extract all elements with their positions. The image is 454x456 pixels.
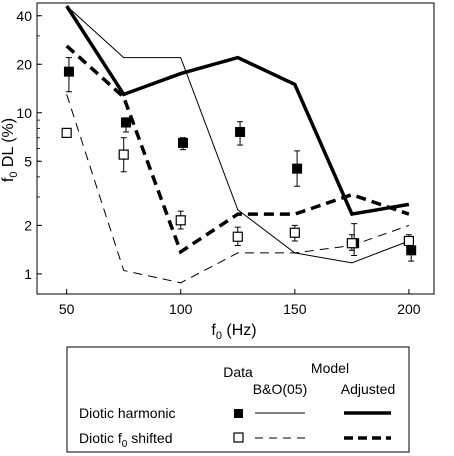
y-tick-label: 10 [16,105,32,121]
data-point-open-square [61,127,72,138]
data-point-open-square [232,231,243,242]
series-line-0 [66,5,410,264]
y-tick-label: 20 [16,56,32,72]
data-point-filled-square [120,117,131,128]
legend-col-bo: B&O(05) [253,381,307,397]
legend-filled-square [234,409,243,418]
data-markers [61,66,417,256]
legend-header-data: Data [223,364,253,380]
legend-row-shifted-label: Diotic f0 shifted [79,430,173,450]
data-point-open-square [289,227,300,238]
plot-frame [36,2,435,295]
data-point-open-square [346,238,357,249]
y-tick-label: 40 [16,8,32,24]
data-point-filled-square [235,126,246,137]
series-line-2 [66,94,410,284]
y-tick-label: 2 [24,217,32,233]
y-tick-label: 5 [24,153,32,169]
x-tick-label: 100 [169,301,193,317]
data-point-filled-square [406,245,417,256]
legend: Data Model B&O(05) Adjusted Diotic harmo… [66,346,410,453]
data-point-filled-square [63,66,74,77]
data-point-filled-square [292,163,303,174]
data-point-filled-square [178,137,189,148]
series-line-1 [65,5,410,217]
legend-header-model: Model [311,360,349,376]
data-point-open-square [403,235,415,247]
x-tick-label: 150 [283,301,307,317]
x-tick-label: 200 [397,301,421,317]
x-tick-label: 50 [59,301,75,317]
axis-ticks [37,15,410,294]
legend-col-adjusted: Adjusted [341,381,395,397]
legend-row-harmonic-label: Diotic harmonic [79,405,175,421]
data-point-open-square [175,215,186,226]
series-line-3 [65,44,410,255]
tick-labels: 50 100 150 200 1 2 5 10 20 40 [16,8,420,317]
y-axis-title: f0 DL (%) [0,118,20,182]
legend-open-square [233,432,244,443]
x-axis-title: f0 (Hz) [211,322,256,342]
y-tick-label: 1 [24,266,32,282]
data-point-open-square [118,149,129,160]
